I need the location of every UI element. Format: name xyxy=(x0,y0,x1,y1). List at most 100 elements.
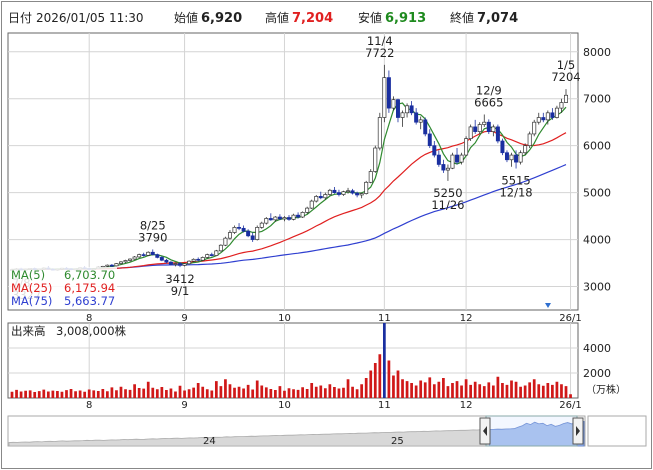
price-tick-label: 7000 xyxy=(583,93,611,106)
volume-bar xyxy=(410,383,413,398)
volume-bar xyxy=(360,384,364,398)
candle-body xyxy=(350,190,355,194)
volume-bar xyxy=(119,386,123,398)
candle xyxy=(554,105,559,119)
navigator-selection-window[interactable] xyxy=(485,415,578,447)
candle xyxy=(427,129,432,149)
candle-body xyxy=(373,147,378,172)
volume-bar xyxy=(287,388,291,398)
candle-body xyxy=(150,251,155,255)
candle xyxy=(373,145,378,173)
candlesticks xyxy=(10,64,568,272)
candle-body xyxy=(418,119,423,123)
date-value: 2026/01/05 11:30 xyxy=(36,11,144,25)
candle xyxy=(550,108,555,120)
candle xyxy=(300,211,305,218)
candle xyxy=(268,213,273,221)
low-value: 6,913 xyxy=(385,11,426,26)
price-tick-label: 5000 xyxy=(583,187,611,200)
close-label: 終値 xyxy=(450,10,474,25)
volume-bar xyxy=(532,379,536,398)
volume-bar xyxy=(451,383,454,398)
volume-bar xyxy=(337,388,341,398)
volume-bar xyxy=(19,391,23,398)
volume-bar xyxy=(78,390,82,398)
annotation-text: 5250 xyxy=(433,186,462,200)
volume-bar xyxy=(292,389,295,398)
volume-bar xyxy=(428,377,432,398)
candle-body xyxy=(187,260,192,265)
candle-body xyxy=(128,258,133,261)
candle xyxy=(364,180,369,195)
legend-bg xyxy=(9,267,117,309)
volume-bar xyxy=(541,385,545,398)
price-x-tick-label: 26/1 xyxy=(559,313,581,324)
candle-body xyxy=(164,259,169,263)
price-tick-label: 6000 xyxy=(583,140,611,153)
volume-bar xyxy=(537,384,541,398)
candle xyxy=(336,189,341,197)
volume-unit: （万株） xyxy=(586,383,626,396)
price-x-tick-label: 12 xyxy=(460,313,473,324)
volume-bar xyxy=(437,381,441,398)
volume-bar xyxy=(74,391,77,398)
candle-body xyxy=(500,140,505,154)
candle xyxy=(182,263,187,267)
candle xyxy=(105,264,110,268)
candle xyxy=(314,194,319,203)
candle-body xyxy=(146,251,151,256)
navigator-left-handle[interactable] xyxy=(479,417,491,445)
volume-bar xyxy=(28,390,32,398)
price-x-tick-label: 10 xyxy=(278,313,291,324)
candle xyxy=(282,216,287,222)
navigator-right-handle[interactable] xyxy=(572,417,584,445)
candle xyxy=(146,251,151,257)
volume-bar xyxy=(56,391,59,398)
volume-bar xyxy=(214,381,218,398)
volume-bar xyxy=(151,387,155,398)
candle-body xyxy=(450,154,455,169)
high-label: 高値 xyxy=(265,10,289,25)
candle xyxy=(118,261,123,265)
candle xyxy=(391,96,396,111)
candle-body xyxy=(318,196,323,199)
range-navigator[interactable]: 24 25 xyxy=(7,415,586,447)
volume-bar xyxy=(192,387,196,398)
volume-bar xyxy=(351,386,354,398)
candle xyxy=(159,256,164,262)
volume-bar xyxy=(319,385,323,398)
volume-bar xyxy=(146,381,150,398)
candle-body xyxy=(441,164,446,171)
candle xyxy=(227,230,232,240)
candle-body xyxy=(141,254,146,256)
candle-body xyxy=(309,200,314,209)
candle-body xyxy=(559,102,564,109)
volume-bar xyxy=(560,384,563,398)
volume-bar xyxy=(455,381,459,398)
volume-bar xyxy=(414,385,418,398)
candle-body xyxy=(209,254,214,256)
volume-bar xyxy=(364,378,368,398)
candle-body xyxy=(182,263,187,266)
candle-body xyxy=(305,207,310,213)
candle-body xyxy=(255,227,260,240)
volume-bar xyxy=(42,389,46,398)
volume-x-tick-label: 11 xyxy=(378,400,391,411)
candle xyxy=(346,187,351,194)
candle-body xyxy=(395,99,400,118)
candle xyxy=(445,164,450,181)
volume-bar xyxy=(165,390,168,398)
candle-body xyxy=(137,254,142,258)
volume-bar xyxy=(405,381,409,398)
candle-body xyxy=(227,232,232,239)
candle xyxy=(355,191,360,198)
navigator-label-24: 24 xyxy=(203,436,216,447)
candle-body xyxy=(405,105,410,114)
volume-bar xyxy=(333,387,336,398)
volume-bar xyxy=(528,382,532,398)
candle xyxy=(491,124,496,137)
volume-bar xyxy=(514,381,518,398)
